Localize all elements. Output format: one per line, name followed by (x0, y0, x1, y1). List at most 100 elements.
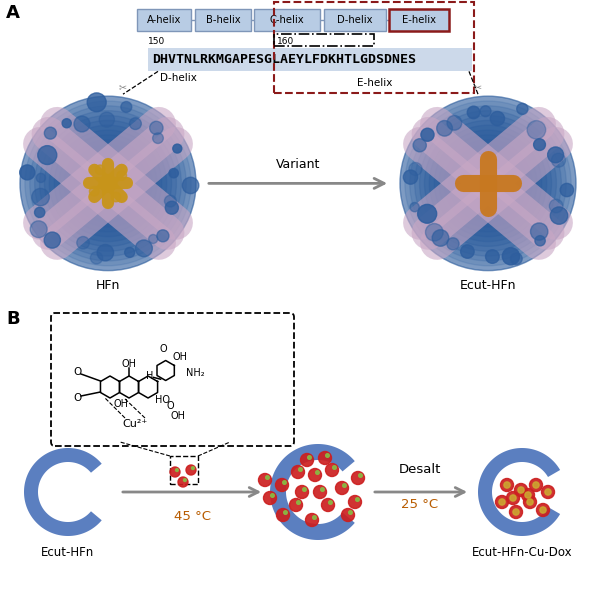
Circle shape (165, 201, 178, 214)
Circle shape (32, 188, 49, 206)
Circle shape (515, 484, 527, 497)
Circle shape (485, 249, 499, 264)
FancyBboxPatch shape (254, 9, 320, 30)
Circle shape (447, 238, 459, 250)
Circle shape (550, 199, 563, 213)
Circle shape (296, 501, 300, 504)
Text: O: O (73, 367, 81, 377)
Circle shape (44, 127, 56, 139)
Circle shape (117, 171, 127, 181)
Circle shape (403, 170, 418, 184)
Circle shape (500, 478, 514, 492)
Circle shape (424, 120, 551, 246)
Circle shape (49, 125, 167, 242)
Circle shape (64, 140, 152, 227)
Circle shape (332, 465, 336, 469)
Circle shape (478, 174, 498, 193)
Circle shape (430, 125, 547, 242)
Circle shape (444, 140, 532, 227)
Circle shape (98, 174, 118, 193)
Text: OH: OH (170, 411, 185, 421)
Bar (274, 2, 474, 93)
Circle shape (510, 495, 516, 501)
Circle shape (480, 106, 491, 117)
Circle shape (277, 509, 290, 522)
Circle shape (419, 115, 556, 251)
Circle shape (94, 169, 122, 198)
Circle shape (20, 96, 196, 271)
Circle shape (509, 506, 523, 518)
Text: H: H (146, 371, 154, 381)
Circle shape (550, 207, 568, 224)
Text: Cu²⁺: Cu²⁺ (122, 419, 148, 429)
Circle shape (79, 154, 137, 212)
Text: O: O (166, 401, 174, 411)
Circle shape (299, 468, 302, 472)
Polygon shape (478, 448, 560, 536)
Circle shape (308, 456, 311, 459)
Circle shape (490, 112, 505, 126)
Circle shape (504, 482, 510, 488)
Text: HO: HO (155, 395, 170, 405)
Circle shape (89, 187, 99, 196)
Text: 25 °C: 25 °C (401, 498, 439, 511)
Text: C-helix: C-helix (269, 15, 304, 25)
Text: O: O (160, 343, 167, 354)
Circle shape (410, 203, 419, 212)
Circle shape (542, 486, 554, 498)
Circle shape (44, 232, 61, 248)
Circle shape (483, 179, 493, 188)
Circle shape (511, 253, 522, 265)
Circle shape (421, 128, 434, 142)
Circle shape (30, 221, 47, 238)
Text: Ecut-HFn-Cu-Dox: Ecut-HFn-Cu-Dox (472, 546, 572, 559)
Circle shape (322, 498, 335, 512)
Circle shape (449, 145, 527, 222)
Circle shape (518, 487, 524, 493)
Circle shape (410, 106, 566, 261)
Text: ✂: ✂ (119, 82, 127, 92)
Circle shape (499, 499, 505, 505)
Circle shape (535, 235, 545, 246)
Circle shape (87, 93, 106, 112)
Text: 150: 150 (148, 37, 165, 46)
Circle shape (413, 138, 427, 152)
Text: A-helix: A-helix (147, 15, 181, 25)
Circle shape (149, 121, 163, 134)
Circle shape (356, 498, 359, 501)
Circle shape (121, 101, 132, 112)
Circle shape (329, 501, 332, 504)
Circle shape (418, 204, 437, 223)
Circle shape (525, 492, 531, 498)
Circle shape (283, 481, 286, 484)
Circle shape (545, 489, 551, 495)
Text: 45 °C: 45 °C (175, 510, 212, 523)
Text: ✂: ✂ (474, 82, 482, 92)
Bar (274, 34, 374, 46)
Circle shape (415, 110, 562, 256)
Circle shape (292, 465, 305, 478)
Text: 160: 160 (277, 37, 294, 46)
Circle shape (513, 509, 519, 515)
Circle shape (263, 492, 277, 504)
Circle shape (74, 149, 142, 217)
Circle shape (349, 511, 352, 514)
FancyBboxPatch shape (324, 9, 386, 30)
Text: Desalt: Desalt (399, 463, 441, 476)
Text: Ecut-HFn: Ecut-HFn (41, 546, 95, 559)
Bar (148, 48, 472, 71)
Circle shape (461, 245, 474, 258)
Circle shape (77, 237, 89, 249)
Circle shape (103, 179, 113, 188)
Circle shape (111, 192, 121, 202)
Circle shape (125, 248, 135, 257)
Circle shape (326, 454, 329, 458)
Circle shape (432, 230, 449, 246)
Circle shape (186, 465, 196, 475)
Circle shape (152, 133, 163, 143)
Circle shape (325, 464, 338, 476)
Circle shape (176, 468, 178, 472)
Circle shape (20, 165, 35, 180)
Text: HFn: HFn (96, 279, 120, 292)
Circle shape (36, 173, 46, 182)
